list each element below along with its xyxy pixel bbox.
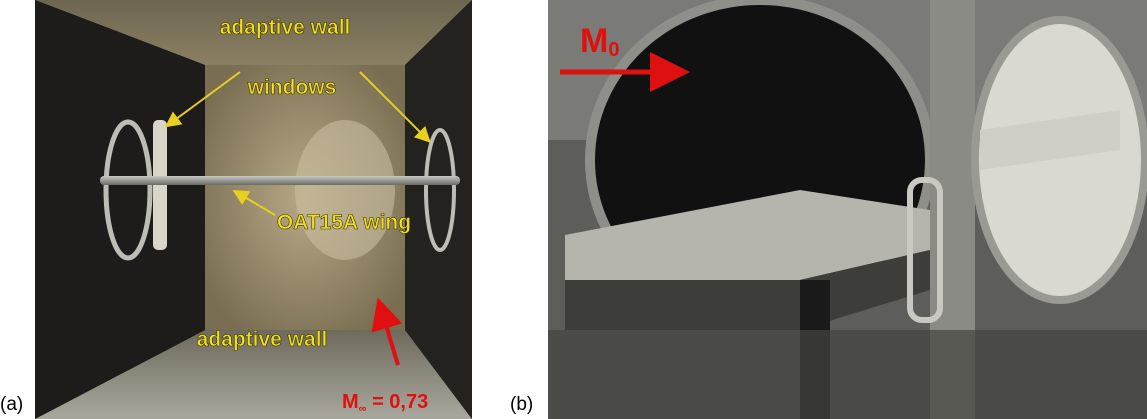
mach-subscript: 0 xyxy=(608,39,619,61)
label-windows: windows xyxy=(247,76,337,99)
mach-label: M0 xyxy=(580,22,619,61)
mach-label: M∞ = 0,73 xyxy=(342,391,428,415)
photo-a: adaptive wall windows OAT15A wing adapti… xyxy=(35,0,472,419)
mach-value: = 0,73 xyxy=(367,391,429,413)
label-wing: OAT15A wing xyxy=(277,211,411,234)
label-bottom-wall: adaptive wall xyxy=(197,328,328,351)
mach-symbol: M xyxy=(342,391,359,413)
panel-tag: (a) xyxy=(0,394,23,415)
panel-tag: (b) xyxy=(510,394,533,415)
mach-symbol: M xyxy=(580,22,608,60)
photo-b: M0 xyxy=(548,0,1147,419)
mach-subscript: ∞ xyxy=(359,403,367,415)
label-top-wall: adaptive wall xyxy=(220,16,351,39)
